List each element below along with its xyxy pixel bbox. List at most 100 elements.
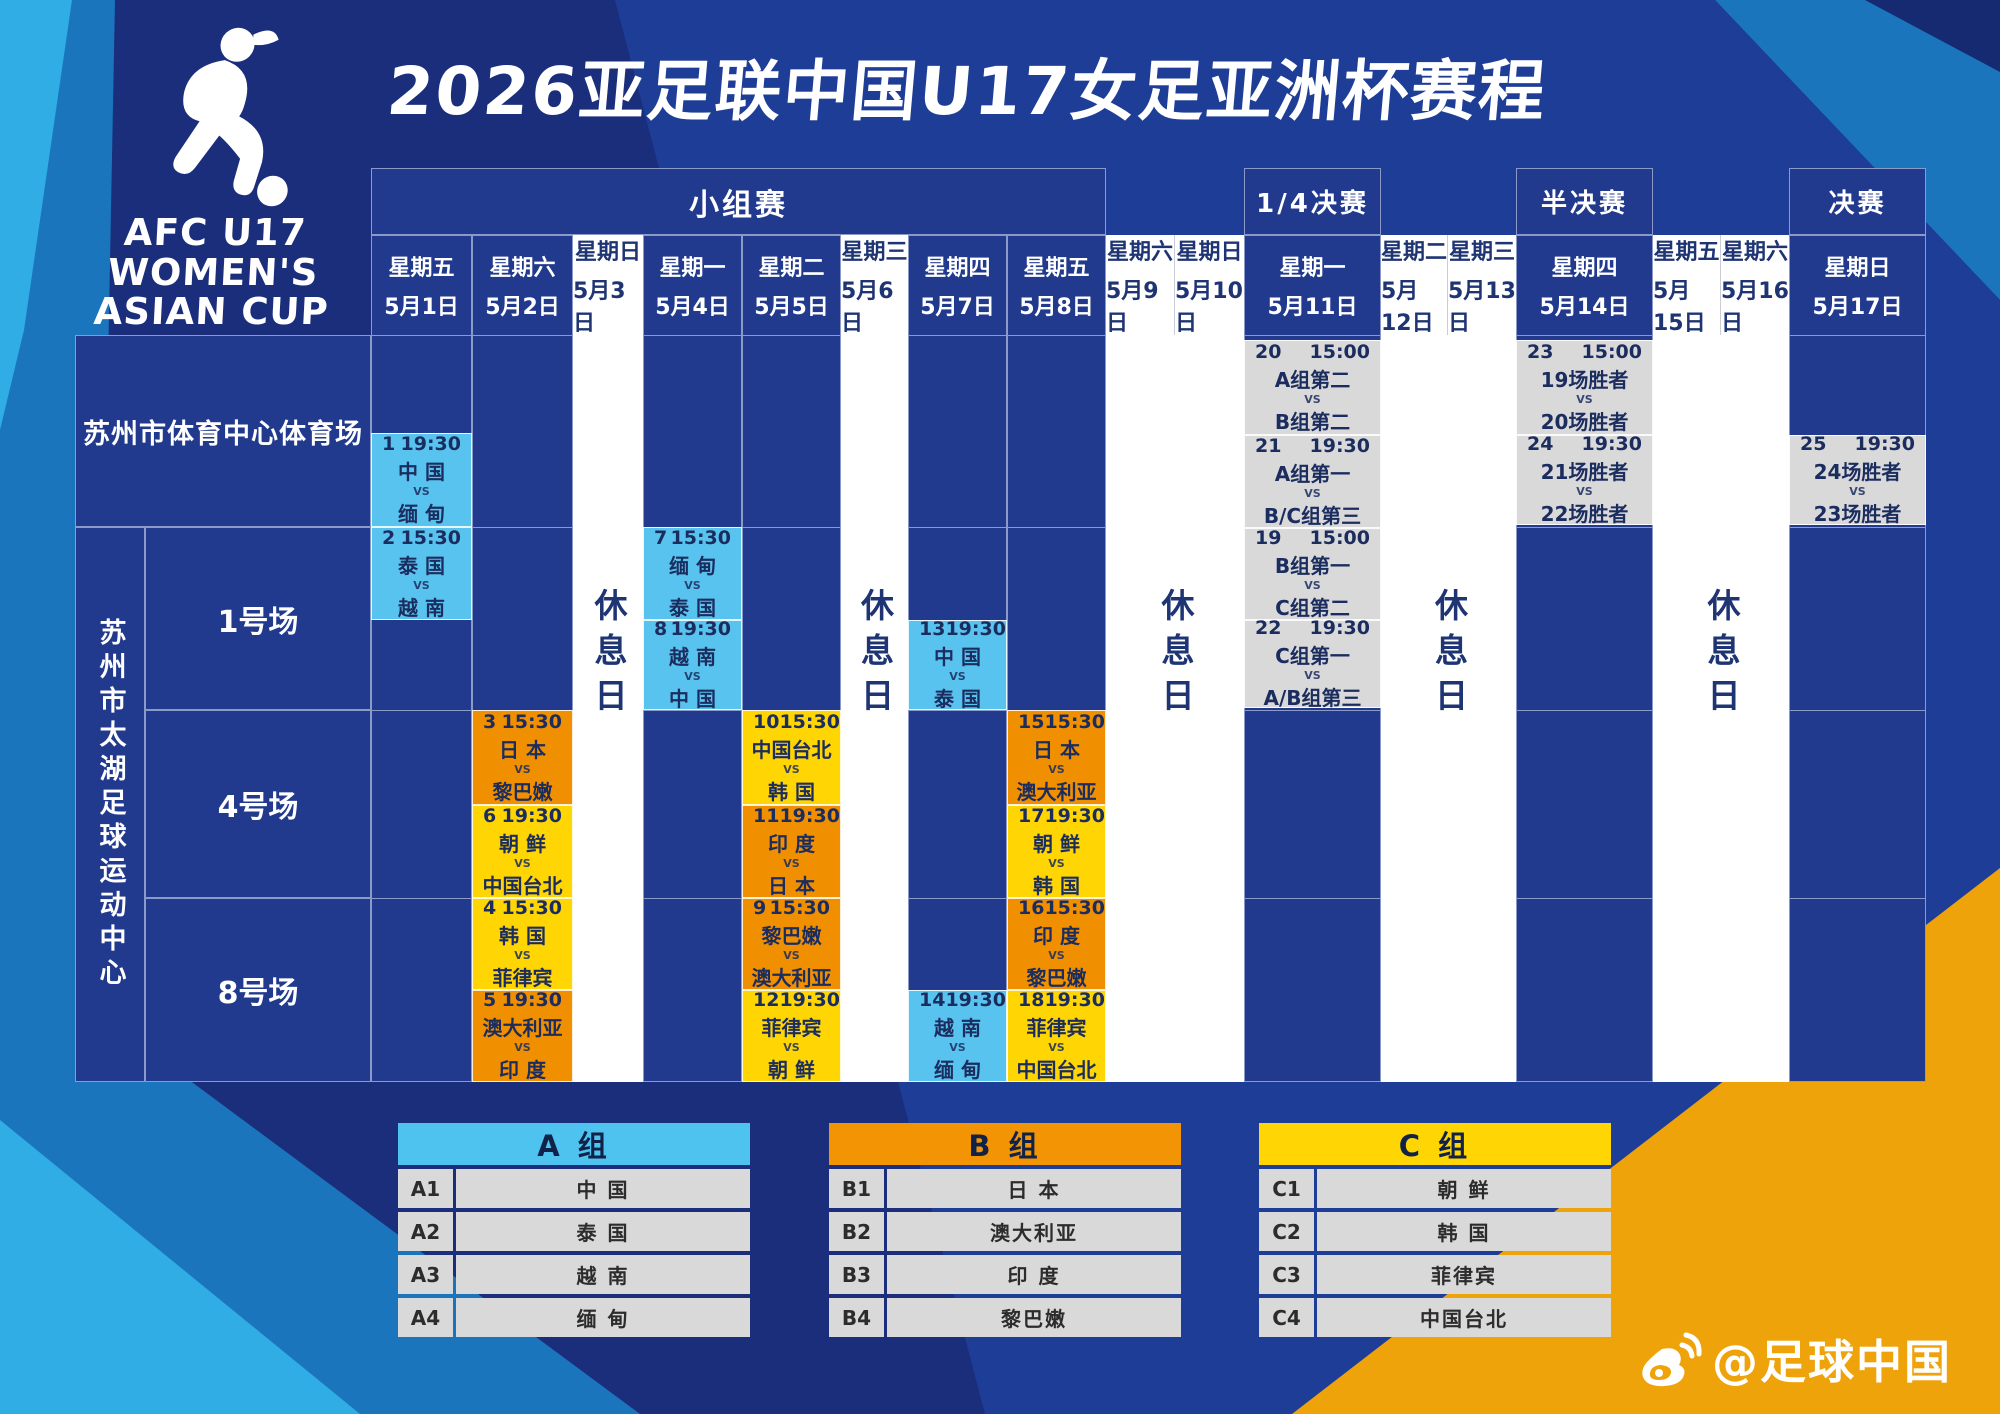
match-number: 10	[753, 710, 780, 733]
match-7: 7 15:30 缅 甸 VS 泰 国	[643, 527, 742, 620]
day-column-may17: 星期日 5月17日	[1789, 235, 1926, 1082]
date-header: 星期六 5月9日	[1106, 235, 1175, 336]
grid-cell	[1245, 711, 1380, 899]
group-row: A3 越 南	[398, 1255, 750, 1294]
match-away: 缅 甸	[934, 1058, 981, 1082]
group-row: B1 日 本	[829, 1169, 1181, 1208]
date-weekday: 星期一	[659, 256, 726, 281]
match-number: 11	[753, 804, 780, 827]
team-name: 中国台北	[1317, 1298, 1611, 1337]
date-weekday: 星期四	[1551, 256, 1618, 281]
date-label: 5月10日	[1175, 278, 1243, 336]
date-header: 星期二 5月12日	[1381, 235, 1448, 336]
date-label: 5月1日	[384, 295, 459, 320]
match-away: 黎巴嫩	[492, 779, 553, 804]
grid-cell	[743, 528, 840, 711]
team-name: 印 度	[887, 1255, 1181, 1294]
grid-cell	[1790, 528, 1925, 711]
page-title: 2026亚足联中国U17女足亚洲杯赛程	[384, 53, 1551, 130]
match-number: 15	[1018, 710, 1045, 733]
grid-cell	[909, 336, 1006, 528]
date-weekday: 星期五	[1653, 239, 1720, 265]
date-weekday: 星期四	[924, 256, 991, 281]
vs-label: VS	[1048, 762, 1065, 776]
date-label: 5月17日	[1812, 295, 1903, 320]
weibo-handle: @足球中国	[1712, 1335, 1952, 1389]
match-header: 21 19:30	[1251, 435, 1374, 457]
grid-cell	[644, 899, 741, 1081]
match-home: B组第一	[1274, 554, 1351, 578]
venue-stadium-label: 苏州市体育中心体育场	[75, 335, 371, 527]
vs-label: VS	[514, 856, 531, 870]
match-header: 15 15:30	[1014, 710, 1105, 733]
match-away: 越 南	[398, 595, 445, 620]
match-22: 22 19:30 C组第一 VS A/B组第三	[1244, 617, 1381, 710]
match-3: 3 15:30 日 本 VS 黎巴嫩	[472, 710, 573, 805]
match-header: 4 15:30	[479, 897, 566, 919]
team-name: 日 本	[887, 1169, 1181, 1208]
grid-cell	[1245, 528, 1380, 711]
vs-label: VS	[514, 1041, 531, 1054]
team-name: 缅 甸	[456, 1298, 750, 1337]
date-weekday: 星期二	[1381, 239, 1448, 265]
vs-label: VS	[1576, 485, 1593, 498]
match-time: 19:30	[501, 804, 562, 827]
match-number: 19	[1255, 527, 1282, 549]
team-code: B1	[829, 1169, 884, 1208]
match-number: 5	[483, 989, 497, 1011]
date-header: 星期日 5月3日	[573, 235, 643, 336]
grid-cell	[743, 336, 840, 528]
match-away: 泰 国	[669, 595, 716, 620]
match-away: 中国台北	[1016, 1058, 1097, 1082]
group-row: B2 澳大利亚	[829, 1212, 1181, 1251]
match-home: 朝 鲜	[499, 831, 546, 856]
match-home: 24场胜者	[1813, 460, 1902, 484]
team-code: B4	[829, 1298, 884, 1337]
match-4: 4 15:30 韩 国 VS 菲律宾	[472, 897, 573, 990]
match-time: 15:00	[1309, 340, 1370, 363]
match-home: A组第一	[1274, 461, 1351, 486]
match-number: 24	[1527, 433, 1554, 455]
match-header: 2 15:30	[378, 527, 465, 549]
vs-label: VS	[1304, 486, 1321, 500]
match-home: 中国台北	[751, 737, 832, 762]
vs-label: VS	[684, 670, 701, 683]
match-home: 菲律宾	[761, 1016, 822, 1040]
match-time: 15:30	[1044, 710, 1105, 733]
vs-label: VS	[783, 856, 800, 870]
grid-cell	[372, 711, 471, 899]
match-home: 越 南	[934, 1016, 981, 1040]
match-header: 9 15:30	[749, 897, 834, 919]
match-away: 20场胜者	[1540, 409, 1629, 434]
vs-label: VS	[1048, 1041, 1065, 1054]
weibo-watermark: @足球中国	[1638, 1326, 1952, 1392]
date-weekday: 星期日	[1824, 256, 1891, 281]
match-number: 9	[753, 897, 767, 919]
date-label: 5月16日	[1721, 278, 1789, 336]
group-row: A1 中 国	[398, 1169, 750, 1208]
grid-cell	[909, 711, 1006, 899]
match-away: 澳大利亚	[1016, 779, 1097, 804]
match-home: 韩 国	[499, 924, 546, 948]
match-13: 13 19:30 中 国 VS 泰 国	[908, 618, 1007, 711]
match-away: A/B组第三	[1263, 686, 1362, 710]
match-home: C组第一	[1275, 644, 1350, 668]
match-away: 中 国	[669, 687, 716, 711]
match-9: 9 15:30 黎巴嫩 VS 澳大利亚	[742, 897, 841, 990]
stage-band-semifinal: 半决赛	[1516, 168, 1653, 235]
rest-day-label: 休息日	[1156, 587, 1195, 723]
team-name: 泰 国	[456, 1212, 750, 1251]
day-column-may13-rest: 星期三 5月13日	[1448, 235, 1516, 1082]
venue-field8-label: 8号场	[145, 898, 371, 1082]
date-header: 星期四 5月7日	[909, 236, 1006, 336]
group-table-b: B 组 B1 日 本 B2 澳大利亚 B3 印 度 B4 黎巴嫩	[829, 1123, 1181, 1337]
grid-cell	[372, 899, 471, 1081]
match-time: 19:30	[400, 433, 461, 455]
day-column-may15-rest: 星期五 5月15日	[1653, 235, 1721, 1082]
match-19: 19 15:00 B组第一 VS C组第二	[1244, 527, 1381, 620]
date-label: 5月13日	[1448, 278, 1516, 336]
match-21: 21 19:30 A组第一 VS B/C组第三	[1244, 435, 1381, 528]
match-home: 日 本	[1033, 737, 1080, 762]
group-b-header: B 组	[829, 1123, 1181, 1165]
